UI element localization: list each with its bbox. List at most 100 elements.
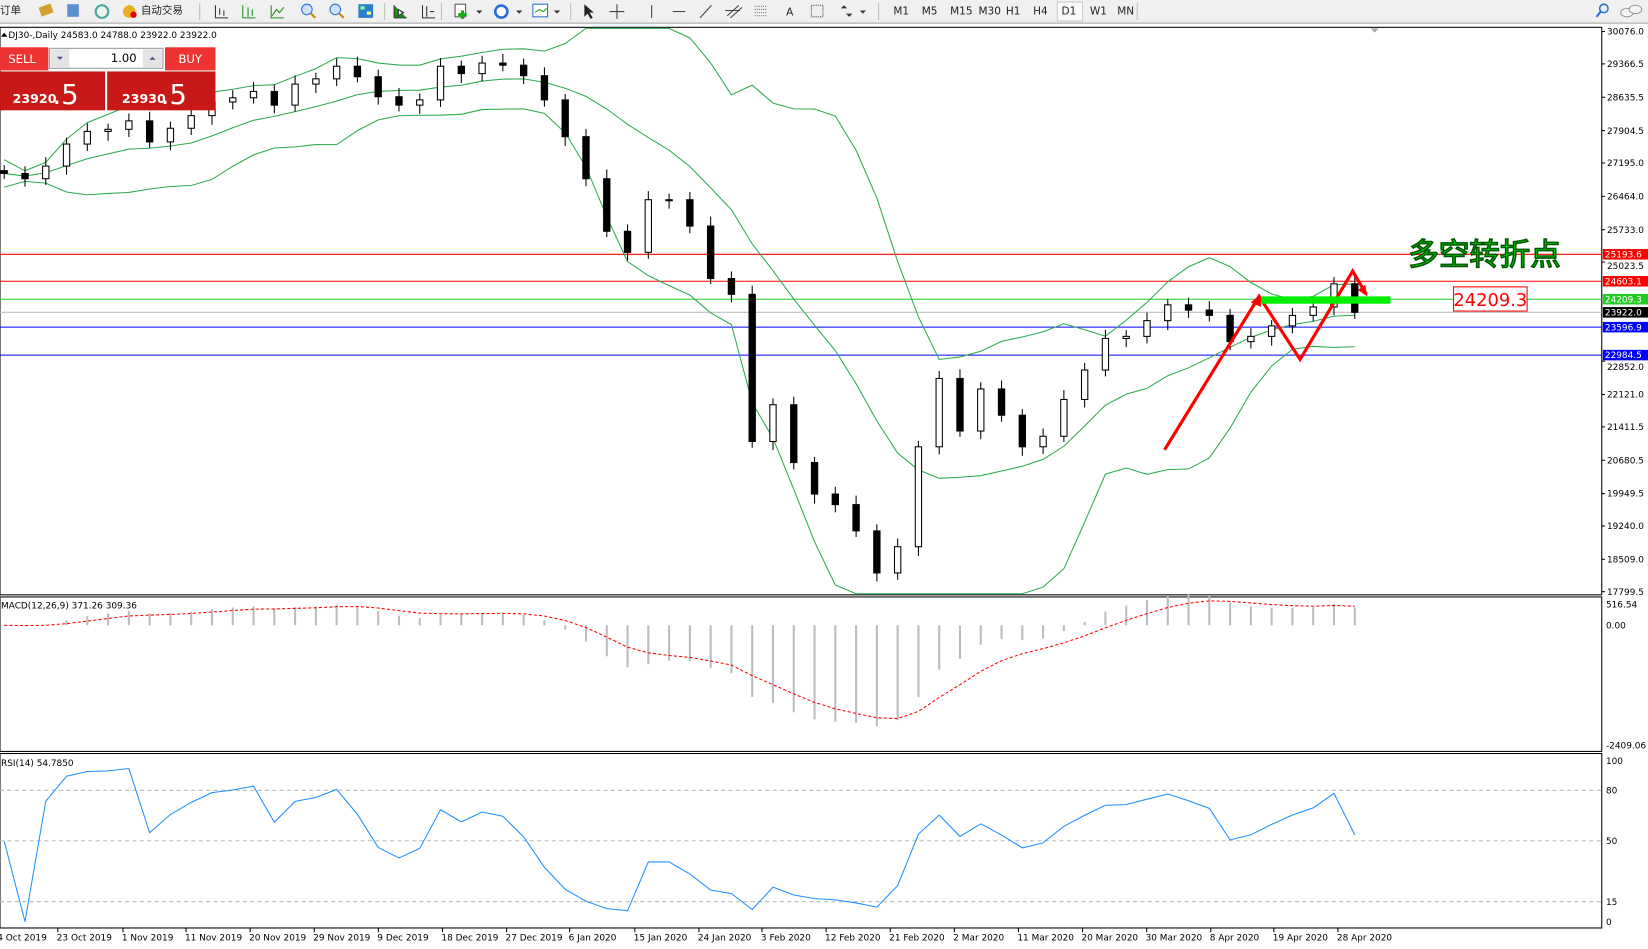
candle-body[interactable]: [478, 62, 486, 75]
candle-body[interactable]: [644, 199, 652, 253]
buy-price-button[interactable]: [107, 71, 216, 111]
candle-body[interactable]: [603, 178, 611, 232]
candle-body[interactable]: [499, 62, 507, 66]
timeframe-m30[interactable]: M30: [979, 6, 1001, 18]
cursor-icon[interactable]: [584, 4, 594, 19]
trendline-icon[interactable]: [699, 4, 712, 19]
candle-body[interactable]: [104, 128, 112, 132]
candle-body[interactable]: [1164, 304, 1172, 322]
candle-body[interactable]: [83, 130, 91, 145]
candle-body[interactable]: [790, 404, 798, 464]
fibonacci-icon[interactable]: [754, 5, 768, 17]
sell-button[interactable]: [0, 47, 49, 71]
new-order-button[interactable]: 订单: [0, 5, 21, 17]
candle-body[interactable]: [727, 278, 736, 295]
main-chart-pane[interactable]: [0, 26, 1603, 596]
candle-body[interactable]: [1247, 335, 1255, 343]
candle-body[interactable]: [21, 172, 29, 180]
candle-body[interactable]: [457, 65, 465, 75]
candle-body[interactable]: [395, 96, 403, 106]
candle-body[interactable]: [1309, 306, 1317, 316]
candle-body[interactable]: [270, 90, 278, 106]
text-tool-icon[interactable]: A: [786, 7, 794, 19]
candle-body[interactable]: [353, 65, 362, 78]
candle-body[interactable]: [1080, 369, 1089, 400]
candle-body[interactable]: [977, 388, 985, 432]
candle-body[interactable]: [623, 230, 632, 253]
candle-body[interactable]: [1122, 335, 1130, 339]
arrows-icon[interactable]: [840, 5, 867, 17]
candle-body[interactable]: [62, 143, 71, 167]
candle-body[interactable]: [1267, 325, 1276, 337]
candle-body[interactable]: [249, 90, 258, 99]
periods-clock-icon[interactable]: [493, 4, 523, 19]
zoom-out-icon[interactable]: [329, 3, 345, 19]
candle-body[interactable]: [166, 127, 175, 143]
candle-body[interactable]: [914, 446, 923, 548]
timeframe-m5[interactable]: M5: [922, 6, 938, 18]
candle-body[interactable]: [416, 99, 424, 106]
chart-shift-icon[interactable]: [421, 5, 436, 19]
timeframe-m15[interactable]: M15: [950, 6, 972, 18]
candle-body[interactable]: [1060, 398, 1068, 437]
candle-body[interactable]: [956, 377, 964, 432]
candle-body[interactable]: [229, 97, 237, 103]
timeframe-h4[interactable]: H4: [1033, 6, 1048, 18]
timeframe-w1[interactable]: W1: [1090, 6, 1107, 18]
candle-body[interactable]: [831, 493, 839, 506]
candle-body[interactable]: [145, 120, 154, 143]
turning-point-label[interactable]: 多空转折点: [1408, 238, 1561, 274]
chat-icon[interactable]: [1620, 4, 1643, 18]
candle-body[interactable]: [436, 65, 445, 101]
candle-body[interactable]: [997, 388, 1006, 416]
candle-body[interactable]: [1288, 314, 1297, 327]
tile-windows-icon[interactable]: [358, 4, 374, 18]
candle-body[interactable]: [810, 462, 819, 495]
candle-body[interactable]: [540, 75, 549, 101]
crosshair-icon[interactable]: [609, 4, 625, 19]
text-label-icon[interactable]: [810, 4, 824, 18]
value-box[interactable]: [1453, 286, 1528, 312]
candle-body[interactable]: [312, 78, 320, 85]
candle-body[interactable]: [686, 199, 694, 227]
candle-body[interactable]: [42, 165, 50, 180]
data-window-icon[interactable]: [67, 4, 79, 17]
candle-body[interactable]: [374, 76, 382, 98]
candle-body[interactable]: [769, 404, 777, 443]
candle-body[interactable]: [1205, 309, 1213, 316]
timeframe-m1[interactable]: M1: [893, 6, 909, 18]
timeframe-h1[interactable]: H1: [1006, 6, 1021, 18]
candle-body[interactable]: [1039, 435, 1047, 448]
candle-body[interactable]: [706, 225, 715, 280]
equidistant-channel-icon[interactable]: [725, 4, 743, 19]
candle-body[interactable]: [291, 83, 299, 106]
candle-body[interactable]: [748, 293, 756, 443]
green-level-bar[interactable]: [1261, 296, 1391, 304]
candle-body[interactable]: [332, 65, 341, 80]
line-chart-icon[interactable]: [270, 5, 285, 19]
candle-body[interactable]: [582, 136, 590, 180]
timeframe-mn[interactable]: MN: [1117, 6, 1134, 18]
zigzag-arrow[interactable]: [1163, 268, 1368, 451]
candlestick-chart-icon[interactable]: [242, 5, 256, 19]
candle-body[interactable]: [1143, 320, 1151, 337]
search-icon[interactable]: [1595, 3, 1609, 18]
candle-body[interactable]: [0, 170, 8, 174]
volume-field[interactable]: [48, 47, 164, 69]
book-icon[interactable]: [38, 3, 54, 17]
timeframe-d1[interactable]: D1: [1062, 6, 1077, 18]
candle-body[interactable]: [1101, 337, 1110, 371]
buy-button[interactable]: [165, 47, 216, 71]
sell-price-button[interactable]: [0, 71, 106, 111]
candle-body[interactable]: [187, 115, 195, 129]
candle-body[interactable]: [893, 546, 902, 574]
candle-body[interactable]: [519, 64, 528, 77]
candle-body[interactable]: [665, 199, 673, 202]
candle-body[interactable]: [561, 99, 569, 138]
auto-scroll-icon[interactable]: [393, 5, 407, 19]
templates-icon[interactable]: [532, 3, 561, 18]
candle-body[interactable]: [125, 120, 133, 130]
auto-trading-button[interactable]: 自动交易: [122, 4, 183, 18]
candle-body[interactable]: [1184, 304, 1193, 311]
candle-body[interactable]: [1018, 414, 1026, 448]
